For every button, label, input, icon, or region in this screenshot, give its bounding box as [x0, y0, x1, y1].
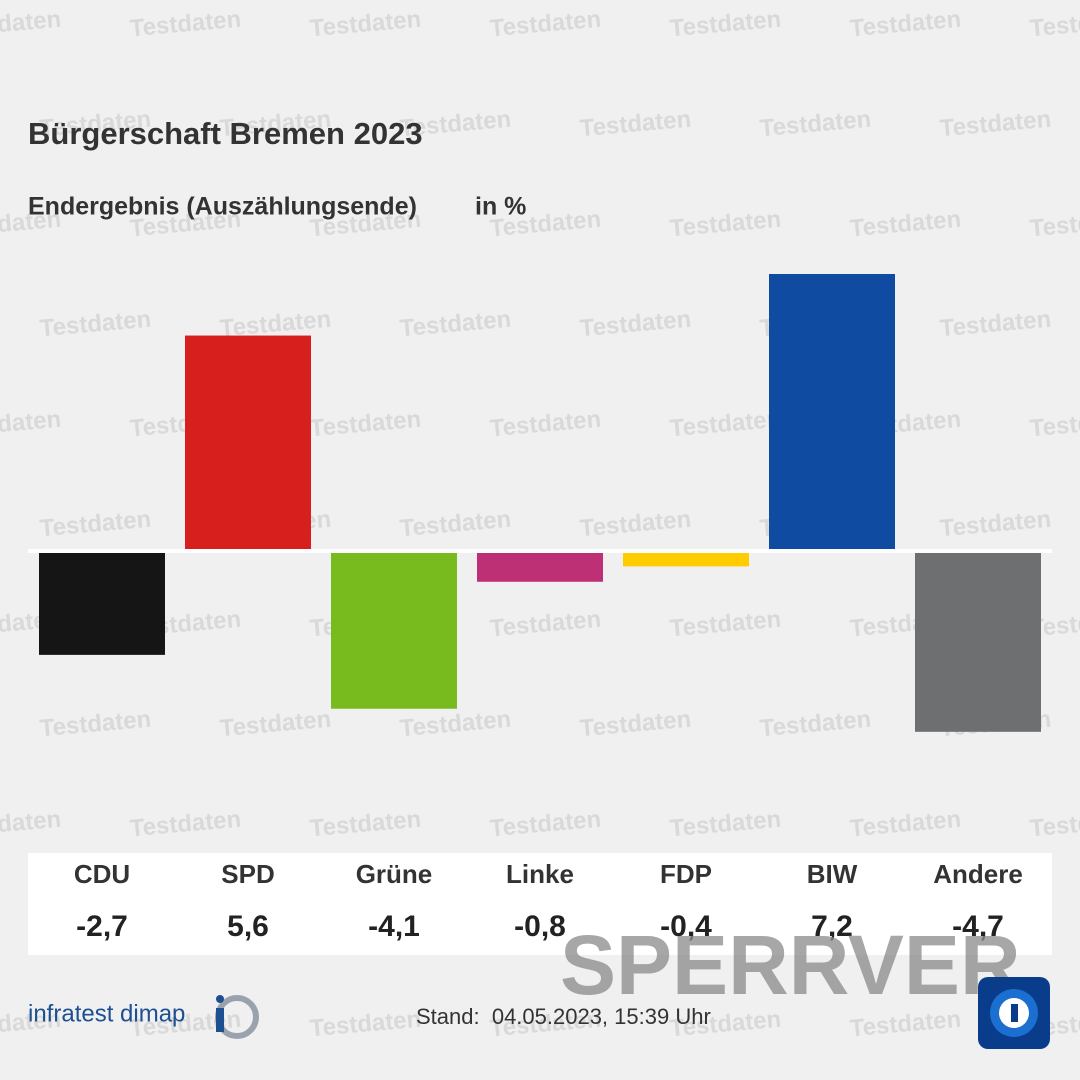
category-label: FDP	[660, 859, 712, 889]
unit-label: in %	[475, 193, 526, 221]
bar	[39, 551, 165, 655]
watermark: Testdaten	[0, 406, 62, 443]
watermark: Testdaten	[1029, 6, 1080, 43]
watermark: Testdaten	[669, 606, 783, 643]
value-label: -4,7	[952, 910, 1004, 943]
value-label: -0,8	[514, 910, 566, 943]
watermark: Testdaten	[1029, 406, 1080, 443]
source-logo: infratest dimap	[28, 1000, 185, 1027]
watermark: Testdaten	[579, 506, 693, 543]
watermark: Testdaten	[489, 806, 603, 843]
watermark: Testdaten	[399, 506, 513, 543]
watermark: Testdaten	[939, 506, 1053, 543]
category-label: CDU	[74, 859, 130, 889]
bar	[623, 551, 749, 567]
watermark: Testdaten	[1029, 206, 1080, 243]
zero-line	[28, 549, 1052, 553]
category-label: Grüne	[356, 859, 433, 889]
watermark: Testdaten	[939, 306, 1053, 343]
label-row: CDU -2,7 SPD 5,6 Grüne -4,1 Linke -0,8 FDP -0,4 BI…	[74, 859, 1023, 943]
category-label: Andere	[933, 859, 1023, 889]
bar	[915, 551, 1041, 732]
watermark: Testdaten	[849, 206, 963, 243]
watermark: Testdaten	[399, 706, 513, 743]
watermark: Testdaten	[1029, 806, 1080, 843]
watermark: Testdaten	[39, 706, 153, 743]
watermark: Testdaten	[489, 6, 603, 43]
watermark: Testdaten	[669, 206, 783, 243]
broadcaster-logo	[978, 977, 1050, 1049]
watermark: Testdaten	[129, 6, 243, 43]
watermark: Testdaten	[759, 706, 873, 743]
watermark: Testdaten	[0, 6, 62, 43]
watermark: Testdaten	[309, 406, 423, 443]
watermark: Testdaten	[849, 6, 963, 43]
watermark: Testdaten	[399, 306, 513, 343]
watermark: Testdaten	[39, 506, 153, 543]
watermark: Testdaten	[939, 106, 1053, 143]
plot-area	[28, 274, 1052, 732]
watermark: Testdaten	[759, 106, 873, 143]
watermark: Testdaten	[129, 806, 243, 843]
embargo-stamp: SPERRVER	[560, 918, 1021, 1012]
watermark: Testdaten	[219, 706, 333, 743]
bar	[331, 551, 457, 709]
value-label: -2,7	[76, 910, 128, 943]
watermark: Testdaten	[309, 6, 423, 43]
timestamp: Stand: 04.05.2023, 15:39 Uhr	[416, 1004, 711, 1029]
label-panel	[28, 853, 1052, 955]
value-label: -4,1	[368, 910, 420, 943]
watermark: Testdaten	[579, 306, 693, 343]
value-label: -0,4	[660, 910, 712, 943]
watermark: Testdaten	[309, 1006, 423, 1043]
watermark: Testdaten	[669, 406, 783, 443]
watermark: Testdaten	[579, 106, 693, 143]
source-logo-icon	[215, 995, 259, 1039]
watermark: Testdaten	[309, 806, 423, 843]
bar	[477, 551, 603, 582]
category-label: SPD	[221, 859, 274, 889]
category-label: BIW	[807, 859, 858, 889]
bar	[769, 274, 895, 551]
category-label: Linke	[506, 859, 574, 889]
watermark: Testdaten	[669, 806, 783, 843]
watermark: Testdaten	[489, 406, 603, 443]
watermark: Testdaten	[849, 806, 963, 843]
watermark: Testdaten	[579, 706, 693, 743]
watermark: Testdaten	[489, 606, 603, 643]
chart-subtitle: Endergebnis (Auszählungsende)	[28, 193, 417, 221]
watermark: Testdaten	[39, 306, 153, 343]
bar	[185, 335, 311, 551]
value-label: 5,6	[227, 910, 269, 943]
watermark: Testdaten	[669, 6, 783, 43]
watermark: Testdaten	[0, 806, 62, 843]
value-label: 7,2	[811, 910, 853, 943]
chart-title: Bürgerschaft Bremen 2023	[28, 116, 423, 151]
